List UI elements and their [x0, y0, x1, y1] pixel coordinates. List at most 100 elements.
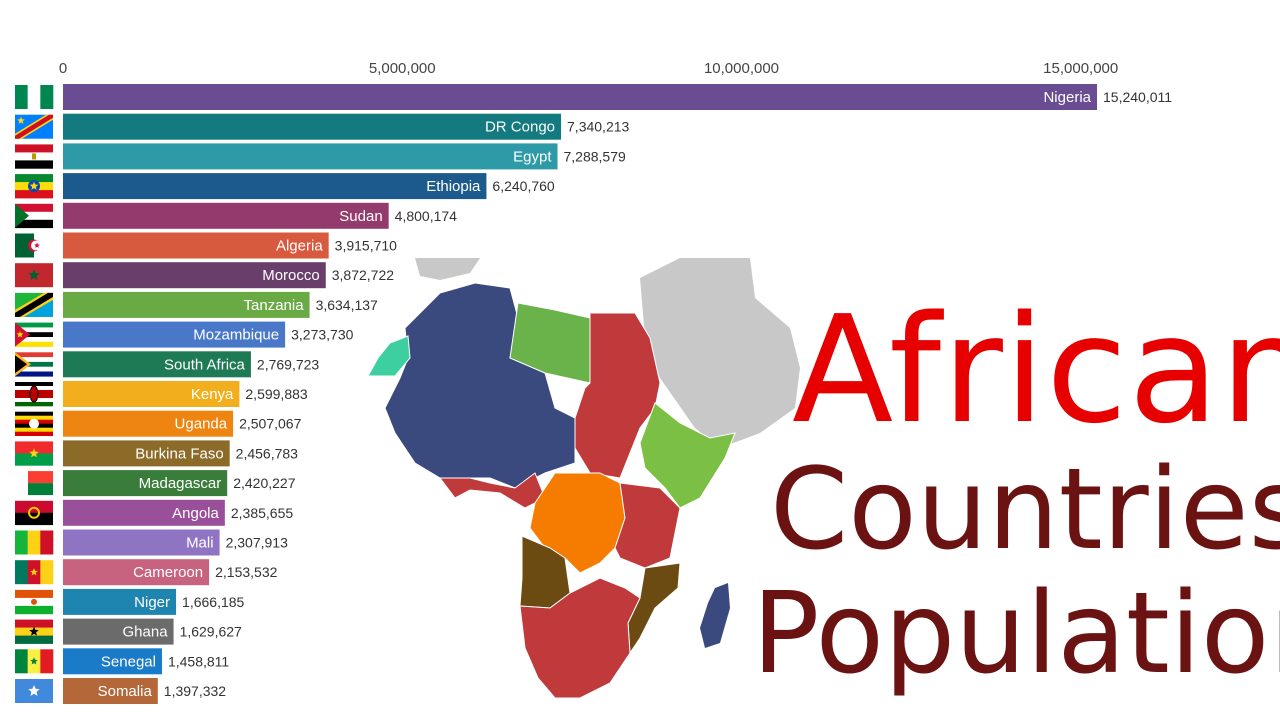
bar-kenya: [63, 381, 240, 407]
bar-category-label: Somalia: [98, 683, 153, 700]
bar-value-label: 2,307,913: [226, 535, 288, 551]
mali-flag-icon: [15, 530, 54, 555]
bar-value-label: 2,420,227: [233, 475, 295, 491]
bar-algeria: [63, 232, 329, 259]
bar-morocco: [63, 262, 326, 289]
x-tick-label: 15,000,000: [1043, 60, 1118, 77]
bar-value-label: 4,800,174: [395, 208, 457, 224]
egypt-flag-icon: [15, 144, 53, 169]
burkina-faso-flag-icon: [15, 441, 53, 466]
bar-value-label: 1,458,811: [168, 653, 229, 669]
africa-map: [367, 258, 800, 699]
ethiopia-flag-icon: [15, 174, 53, 199]
bar-value-label: 7,340,213: [567, 119, 629, 135]
kenya-flag-icon: [15, 382, 53, 407]
bar-value-label: 2,456,783: [236, 445, 298, 461]
bar-value-label: 2,507,067: [239, 416, 301, 432]
dr-congo-flag-icon: [15, 114, 53, 139]
bar-category-label: Kenya: [191, 386, 234, 403]
bar-value-label: 1,666,185: [182, 594, 244, 610]
madagascar-flag-icon: [15, 471, 53, 496]
horn-of-africa-region: [639, 402, 736, 509]
title-line-countries: Countries: [770, 445, 1280, 575]
tanzania-flag-icon: [15, 292, 53, 317]
title-line-population: Population: [752, 569, 1280, 699]
bar-somalia: [63, 678, 158, 704]
bar-value-label: 2,153,532: [215, 564, 277, 580]
mozambique-flag-icon: [15, 322, 53, 347]
bar-value-label: 1,629,627: [180, 624, 242, 640]
bar-category-label: Tanzania: [244, 297, 305, 314]
x-tick-label: 5,000,000: [369, 60, 436, 77]
nigeria-flag-icon: [15, 85, 54, 109]
dr-congo-region: [529, 472, 626, 574]
bar-niger: [63, 588, 177, 615]
bar-category-label: Mozambique: [193, 327, 279, 344]
arabia-region: [640, 258, 800, 448]
bar-category-label: Angola: [172, 505, 219, 522]
title-line-african: African: [792, 284, 1280, 456]
bar-category-label: Egypt: [513, 148, 552, 165]
southern-africa-region: [519, 577, 641, 699]
morocco-flag-icon: [15, 263, 53, 288]
ghana-flag-icon: [15, 619, 53, 644]
bar-category-label: South Africa: [164, 356, 246, 373]
bar-value-label: 7,288,579: [564, 148, 626, 164]
bar-value-label: 3,273,730: [291, 327, 353, 343]
bar-uganda: [63, 410, 234, 437]
bar-category-label: Madagascar: [139, 475, 222, 492]
bar-dr-congo: [63, 113, 562, 140]
bars: Nigeria 15,240,011 DR Congo 7,340,213 Egypt 7…: [63, 84, 1172, 704]
x-tick-label: 0: [59, 60, 67, 77]
bar-angola: [63, 499, 225, 526]
bar-value-label: 1,397,332: [164, 683, 226, 699]
flags: [15, 85, 54, 703]
somalia-flag-icon: [15, 679, 53, 703]
bar-ethiopia: [63, 173, 487, 200]
bar-ghana: [63, 618, 174, 645]
bar-value-label: 6,240,760: [492, 178, 554, 194]
bar-category-label: Senegal: [101, 653, 156, 670]
south-africa-flag-icon: [15, 352, 53, 377]
bar-nigeria: [63, 84, 1097, 110]
egypt-sudan-region: [574, 312, 661, 479]
bar-mali: [63, 529, 220, 556]
angola-flag-icon: [15, 500, 53, 526]
sudan-flag-icon: [15, 203, 53, 229]
bar-category-label: Mali: [186, 535, 214, 552]
europe-region: [415, 258, 480, 280]
bar-category-label: Ghana: [123, 624, 169, 641]
bar-value-label: 3,634,137: [316, 297, 378, 313]
bar-burkina-faso: [63, 440, 230, 467]
bar-category-label: Cameroon: [133, 564, 203, 581]
bar-category-label: Algeria: [276, 238, 323, 255]
bar-category-label: Ethiopia: [426, 178, 481, 195]
bar-value-label: 2,769,723: [257, 356, 319, 372]
bar-value-label: 3,915,710: [335, 238, 397, 254]
bar-category-label: Uganda: [175, 416, 228, 433]
bar-value-label: 2,385,655: [231, 505, 293, 521]
bar-senegal: [63, 648, 162, 675]
bar-south-africa: [63, 351, 251, 378]
bar-category-label: Nigeria: [1043, 89, 1091, 106]
algeria-flag-icon: [15, 233, 53, 258]
bar-value-label: 2,599,883: [245, 386, 307, 402]
bar-mozambique: [63, 321, 286, 348]
madagascar-region: [700, 583, 730, 648]
x-tick-label: 10,000,000: [704, 60, 779, 77]
x-axis: 0 5,000,000 10,000,000 15,000,000: [59, 60, 1118, 77]
bar-category-label: Morocco: [262, 267, 320, 284]
western-sahara-region: [367, 335, 411, 377]
senegal-flag-icon: [15, 649, 54, 674]
bar-madagascar: [63, 470, 228, 497]
bar-category-label: Niger: [134, 594, 170, 611]
uganda-flag-icon: [15, 411, 53, 436]
cameroon-flag-icon: [15, 560, 54, 585]
bar-value-label: 3,872,722: [332, 267, 394, 283]
bar-sudan: [63, 202, 389, 229]
bar-category-label: DR Congo: [485, 119, 555, 136]
bar-cameroon: [63, 559, 210, 586]
bar-value-label: 15,240,011: [1103, 89, 1172, 105]
bar-egypt: [63, 143, 558, 170]
